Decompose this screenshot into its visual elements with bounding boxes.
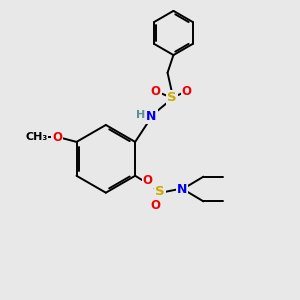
Text: N: N (177, 182, 188, 196)
Text: N: N (146, 110, 157, 123)
Text: S: S (155, 185, 165, 199)
Text: S: S (167, 91, 177, 104)
Text: CH₃: CH₃ (25, 133, 47, 142)
Text: O: O (143, 174, 153, 187)
Text: H: H (136, 110, 145, 119)
Text: O: O (151, 85, 161, 98)
Text: O: O (182, 85, 192, 98)
Text: O: O (150, 199, 160, 212)
Text: O: O (52, 131, 62, 144)
